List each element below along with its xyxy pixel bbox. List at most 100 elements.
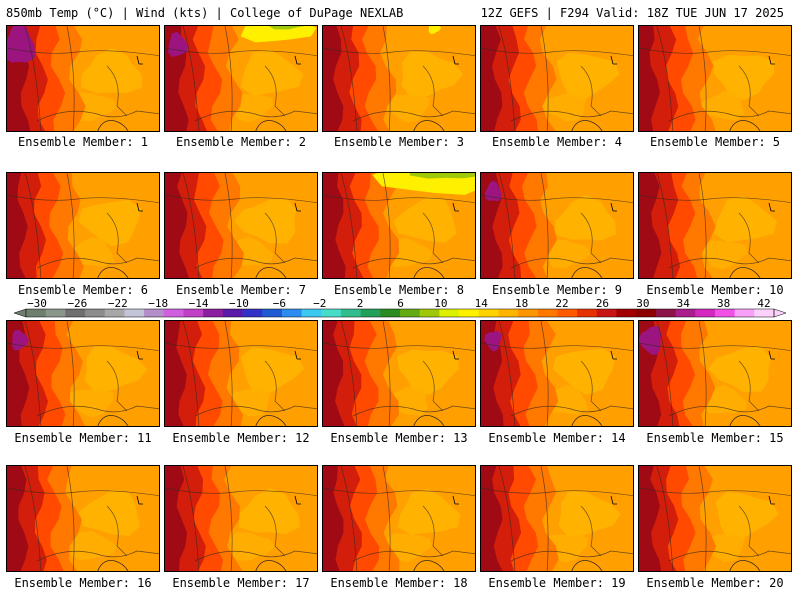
colorbar-segment bbox=[45, 309, 66, 317]
ensemble-member-label: Ensemble Member: 6 bbox=[17, 283, 149, 297]
ensemble-member-label: Ensemble Member: 4 bbox=[491, 135, 623, 149]
ensemble-member-label: Ensemble Member: 7 bbox=[175, 283, 307, 297]
map-boundary-line bbox=[698, 321, 707, 426]
colorbar-tick-label: 22 bbox=[555, 297, 569, 310]
colorbar-segment bbox=[203, 309, 224, 317]
coastline bbox=[97, 560, 129, 571]
coastline bbox=[571, 560, 603, 571]
temperature-patch bbox=[708, 346, 771, 392]
temperature-patch bbox=[393, 196, 457, 243]
ensemble-map-panel bbox=[638, 320, 792, 427]
map-boundary-line bbox=[668, 257, 791, 269]
temperature-patch bbox=[70, 530, 117, 561]
wind-barb bbox=[452, 55, 459, 65]
coastline bbox=[413, 267, 445, 278]
ensemble-member-label: Ensemble Member: 1 bbox=[17, 135, 149, 149]
colorbar-segment bbox=[675, 309, 696, 317]
wind-barb bbox=[294, 55, 301, 65]
map-boundary-line bbox=[224, 321, 233, 426]
temperature-patch bbox=[85, 346, 148, 392]
colorbar-segment bbox=[340, 309, 362, 317]
wind-barb bbox=[452, 202, 459, 212]
colorbar-segment bbox=[360, 309, 381, 317]
ensemble-map-panel bbox=[638, 172, 792, 279]
colorbar-segment bbox=[400, 309, 421, 317]
temperature-band-32 bbox=[323, 466, 344, 571]
map-boundary-line bbox=[382, 26, 391, 131]
ensemble-member-label: Ensemble Member: 2 bbox=[175, 135, 307, 149]
ensemble-map-panel bbox=[164, 465, 318, 572]
colorbar-tick-label: 14 bbox=[474, 297, 488, 310]
temperature-band-34 bbox=[7, 26, 35, 63]
map-boundary-line bbox=[698, 173, 707, 278]
map-boundary-line bbox=[510, 257, 633, 269]
colorbar-tick-label: −30 bbox=[27, 297, 47, 310]
wind-barb bbox=[136, 202, 143, 212]
map-boundary-line bbox=[698, 466, 707, 571]
wind-barb bbox=[768, 350, 775, 360]
map-boundary-line bbox=[264, 505, 286, 557]
map-boundary-line bbox=[340, 173, 358, 278]
temperature-band-32 bbox=[7, 173, 28, 278]
colorbar-segment bbox=[301, 309, 322, 317]
map-boundary-line bbox=[382, 173, 391, 278]
ensemble-map-panel bbox=[480, 320, 634, 427]
colorbar-max-arrow bbox=[773, 308, 787, 318]
map-boundary-line bbox=[224, 173, 233, 278]
map-boundary-line bbox=[738, 65, 760, 117]
ensemble-member-label: Ensemble Member: 17 bbox=[172, 576, 310, 590]
map-boundary-line bbox=[668, 110, 791, 122]
ensemble-member-label: Ensemble Member: 5 bbox=[649, 135, 781, 149]
map-boundary-line bbox=[224, 466, 233, 571]
coastline bbox=[729, 267, 761, 278]
temperature-band-32 bbox=[639, 466, 662, 571]
map-boundary-line bbox=[66, 173, 75, 278]
map-boundary-line bbox=[340, 321, 358, 426]
map-boundary-line bbox=[498, 173, 516, 278]
colorbar-segment bbox=[636, 309, 657, 317]
temperature-band-32 bbox=[481, 466, 503, 571]
temperature-patch bbox=[555, 195, 617, 241]
ensemble-map-panel bbox=[480, 172, 634, 279]
colorbar-segment bbox=[537, 309, 558, 317]
temperature-band-32 bbox=[639, 173, 662, 278]
colorbar-graphic bbox=[13, 308, 787, 318]
colorbar-tick-label: 10 bbox=[434, 297, 448, 310]
ensemble-map-panel bbox=[638, 25, 792, 132]
temperature-map bbox=[481, 466, 633, 571]
ensemble-map-panel bbox=[480, 465, 634, 572]
map-boundary-line bbox=[540, 173, 549, 278]
temperature-band-34 bbox=[12, 330, 29, 351]
map-boundary-line bbox=[422, 65, 444, 117]
temperature-patch bbox=[715, 492, 779, 538]
ensemble-member-label: Ensemble Member: 8 bbox=[333, 283, 465, 297]
temperature-band-32 bbox=[7, 321, 30, 426]
map-boundary-line bbox=[540, 321, 549, 426]
map-boundary-line bbox=[106, 212, 128, 264]
map-boundary-line bbox=[580, 212, 602, 264]
colorbar-tick-label: 6 bbox=[397, 297, 404, 310]
map-boundary-line bbox=[540, 26, 549, 131]
map-boundary-line bbox=[66, 466, 75, 571]
temperature-patch bbox=[234, 198, 297, 244]
map-boundary-line bbox=[422, 360, 444, 412]
colorbar-segment bbox=[281, 309, 303, 317]
temperature-band-32 bbox=[7, 466, 29, 571]
map-boundary-line bbox=[656, 466, 674, 571]
wind-barb bbox=[294, 495, 301, 505]
temperature-band-10 bbox=[268, 26, 306, 30]
map-boundary-line bbox=[510, 405, 633, 417]
temperature-map bbox=[165, 466, 317, 571]
map-boundary-line bbox=[540, 466, 549, 571]
colorbar-segment bbox=[459, 309, 480, 317]
coastline bbox=[729, 560, 761, 571]
temperature-patch bbox=[545, 239, 592, 268]
temperature-band-32 bbox=[639, 26, 660, 131]
temperature-map bbox=[639, 173, 791, 278]
colorbar-segment bbox=[242, 309, 263, 317]
colorbar-segment bbox=[262, 309, 283, 317]
ensemble-map-panel bbox=[6, 465, 160, 572]
temperature-map bbox=[7, 26, 159, 131]
wind-barb bbox=[768, 55, 775, 65]
temperature-map bbox=[323, 26, 475, 131]
